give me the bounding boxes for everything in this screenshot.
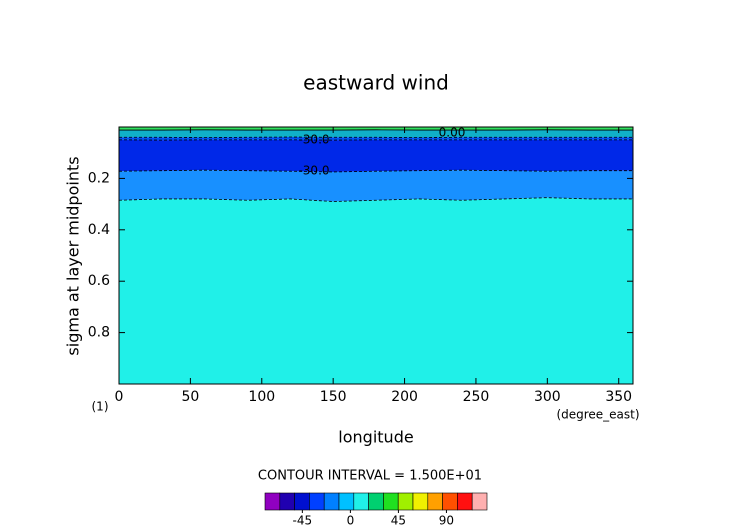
- colorbar-tick-label: 45: [391, 514, 406, 528]
- colorbar-box: [397, 492, 414, 511]
- y-tick-label: 0.6: [88, 273, 110, 289]
- colorbar-box: [353, 492, 369, 511]
- x-tick-label: 350: [605, 389, 632, 405]
- x-tick-label: 250: [463, 389, 490, 405]
- colorbar-box: [442, 492, 458, 511]
- contour-fill: [119, 129, 633, 138]
- x-tick-label: 200: [391, 389, 418, 405]
- y-axis-label: sigma at layer midpoints: [64, 156, 83, 355]
- contour-fill: [119, 170, 633, 202]
- y-tick-label: 0.2: [88, 170, 110, 186]
- colorbar-box: [294, 492, 310, 511]
- x-tick-label: 50: [181, 389, 199, 405]
- y-tick-label: 0.8: [88, 325, 110, 341]
- x-tick-label: 0: [115, 389, 124, 405]
- x-tick-label: 100: [248, 389, 275, 405]
- x-tick-label: 150: [320, 389, 347, 405]
- colorbar-box: [338, 492, 355, 511]
- colorbar-tick-label: 90: [439, 514, 454, 528]
- colorbar-box: [471, 492, 488, 511]
- x-axis-label: longitude: [338, 428, 413, 447]
- colorbar-tick-label: 0: [347, 514, 355, 528]
- contour-label: 0.00: [439, 126, 466, 140]
- colorbar-box: [457, 492, 473, 511]
- colorbar-box: [264, 492, 281, 511]
- contour-line: [118, 197, 633, 202]
- contour-fill: [119, 197, 633, 384]
- contour-fill: [119, 137, 633, 141]
- colorbar-box: [412, 492, 429, 511]
- y-unit: (1): [92, 400, 109, 414]
- x-tick-label: 300: [534, 389, 561, 405]
- contour-label: -30.0: [298, 164, 329, 178]
- chart-title: eastward wind: [303, 71, 449, 95]
- contour-line: [119, 136, 633, 138]
- colorbar-box: [368, 492, 384, 511]
- contour-fill: [119, 139, 633, 172]
- contour-label: -30.0: [298, 132, 329, 146]
- colorbar-box: [383, 492, 399, 511]
- plot-frame: [118, 126, 634, 385]
- colorbar-tick-label: -45: [293, 514, 313, 528]
- colorbar-box: [323, 492, 340, 511]
- contour-line: [118, 169, 633, 173]
- colorbar-box: [427, 492, 443, 511]
- contour-fill: [119, 127, 633, 131]
- x-unit: (degree_east): [556, 408, 639, 422]
- colorbar-box: [309, 492, 325, 511]
- y-tick-label: 0.4: [88, 222, 110, 238]
- colorbar-box: [279, 492, 295, 511]
- annotation: CONTOUR INTERVAL = 1.500E+01: [258, 469, 482, 484]
